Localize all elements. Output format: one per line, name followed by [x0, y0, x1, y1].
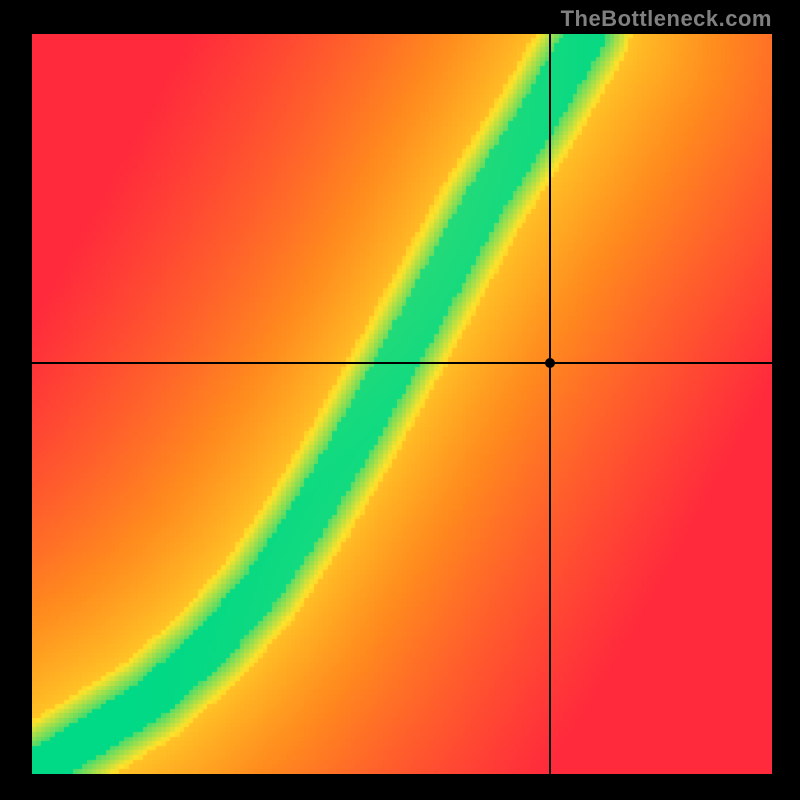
crosshair-horizontal — [32, 362, 772, 364]
crosshair-vertical — [549, 34, 551, 774]
bottleneck-heatmap — [32, 34, 772, 774]
watermark-text: TheBottleneck.com — [561, 6, 772, 32]
